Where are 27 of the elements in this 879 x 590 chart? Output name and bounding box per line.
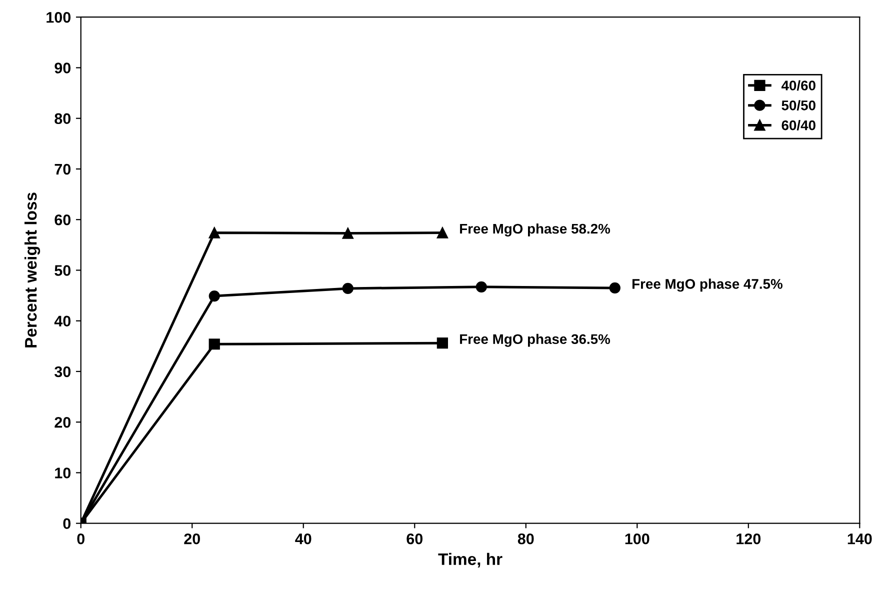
y-tick-label: 10 (55, 468, 71, 478)
annotation: Free MgO phase 36.5% (460, 334, 610, 347)
x-tick-label: 20 (184, 533, 200, 544)
legend-label: 60/40 (782, 120, 816, 130)
y-tick-label: 50 (54, 265, 71, 276)
x-tick-label: 100 (625, 533, 650, 544)
x-tick-label: 120 (736, 533, 761, 544)
y-tick-label: 100 (46, 12, 71, 23)
y-axis-title: Percent weight loss (24, 192, 40, 348)
annotation: Free MgO phase 58.2% (460, 223, 610, 236)
y-tick-label: 60 (54, 214, 71, 226)
legend-label: 50/50 (782, 100, 816, 110)
y-tick-label: 80 (54, 113, 71, 124)
y-tick-label: 20 (54, 416, 71, 428)
x-axis-title: Time, hr (438, 552, 502, 568)
y-tick-label: 90 (54, 62, 71, 74)
y-tick-label: 70 (54, 164, 71, 175)
y-tick-label: 30 (54, 366, 71, 378)
x-tick-label: 0 (77, 533, 84, 544)
y-tick-label: 40 (54, 316, 71, 327)
legend-label: 40/60 (781, 80, 816, 91)
x-tick-label: 80 (518, 533, 534, 544)
x-tick-label: 40 (295, 533, 312, 544)
x-tick-label: 140 (848, 533, 872, 544)
x-tick-label: 60 (406, 533, 423, 544)
y-tick-label: 0 (63, 518, 71, 530)
annotation: Free MgO phase 47.5% (632, 278, 782, 292)
